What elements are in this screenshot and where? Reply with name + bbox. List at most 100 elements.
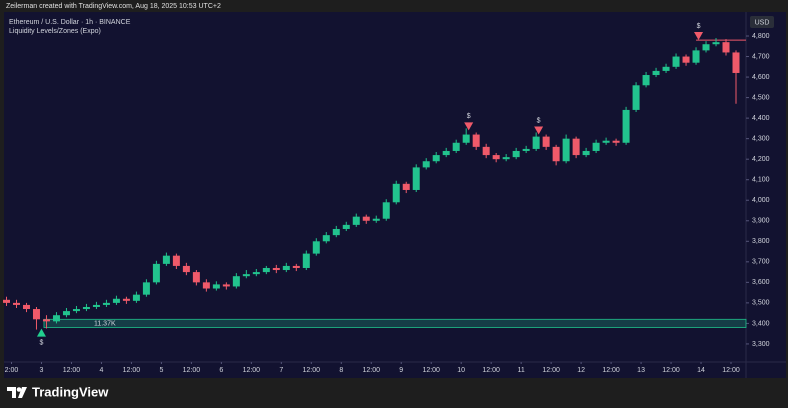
candle-body <box>92 304 100 307</box>
candle-body <box>602 140 610 143</box>
y-tick-label: 3,700 <box>752 259 770 266</box>
y-tick-label: 4,000 <box>752 197 770 204</box>
candle-body <box>642 75 650 86</box>
indicator-name: Liquidity Levels/Zones (Expo) <box>9 28 101 35</box>
x-tick-label: 12:00 <box>662 367 680 374</box>
candle-body <box>582 150 590 156</box>
y-tick-label: 4,700 <box>752 53 770 60</box>
candle-body <box>102 302 110 305</box>
candle-body <box>232 276 240 287</box>
x-tick-label: 5 <box>159 367 163 374</box>
candle-body <box>412 167 420 190</box>
y-tick-label: 4,200 <box>752 156 770 163</box>
candle-body <box>52 315 60 322</box>
candle-body <box>252 272 260 275</box>
candle-body <box>222 284 230 287</box>
x-tick-label: 13 <box>637 367 645 374</box>
candle-body <box>62 311 70 316</box>
y-tick-label: 4,400 <box>752 115 770 122</box>
candle-body <box>732 52 740 73</box>
candle-body <box>202 282 210 289</box>
y-tick-label: 4,600 <box>752 74 770 81</box>
signal-marker <box>36 328 46 337</box>
logo <box>7 387 27 398</box>
candle-body <box>402 183 410 190</box>
candle-body <box>12 302 20 305</box>
x-tick-label: 12:00 <box>243 367 261 374</box>
candle-body <box>652 70 660 76</box>
candle-body <box>122 298 130 301</box>
candle-body <box>132 294 140 301</box>
candle-body <box>342 224 350 229</box>
y-tick-label: 3,300 <box>752 341 770 348</box>
candle-body <box>262 267 270 273</box>
candle-body <box>662 66 670 71</box>
liquidity-zone <box>43 318 747 328</box>
signal-label: $ <box>537 117 541 124</box>
signal-label: $ <box>467 113 471 120</box>
x-tick-label: 12 <box>577 367 585 374</box>
candle-body <box>152 263 160 283</box>
candle-body <box>282 265 290 271</box>
signal-label: $ <box>40 339 44 346</box>
candle-body <box>592 142 600 151</box>
candle-body <box>712 42 720 45</box>
x-tick-label: 12:00 <box>722 367 740 374</box>
y-tick-label: 3,500 <box>752 300 770 307</box>
zone-label: 11.37K <box>94 320 116 327</box>
y-tick-label: 3,800 <box>752 238 770 245</box>
candle-body <box>332 228 340 236</box>
signal-marker <box>694 32 704 41</box>
candle-body <box>212 284 220 289</box>
candle-body <box>552 146 560 162</box>
candle-body <box>432 155 440 162</box>
candle-body <box>722 42 730 53</box>
x-tick-label: 12:00 <box>422 367 440 374</box>
candle-body <box>42 319 50 322</box>
candle-body <box>3 299 10 303</box>
candle-body <box>522 148 530 151</box>
y-tick-label: 4,500 <box>752 94 770 101</box>
signal-marker <box>534 126 544 135</box>
x-tick-label: 11 <box>518 367 525 374</box>
x-tick-label: 4 <box>99 367 103 374</box>
x-tick-label: 2:00 <box>5 367 19 374</box>
candle-body <box>482 146 490 156</box>
candle-body <box>542 136 550 147</box>
candle-body <box>622 109 630 143</box>
currency: USD <box>755 19 770 26</box>
candle-body <box>422 161 430 168</box>
x-tick-label: 12:00 <box>362 367 380 374</box>
candle-body <box>442 150 450 156</box>
candle-body <box>362 216 370 221</box>
x-tick-label: 12:00 <box>303 367 321 374</box>
x-tick-label: 12:00 <box>602 367 620 374</box>
candle-body <box>532 136 540 149</box>
candle-body <box>172 255 180 266</box>
candle-body <box>702 44 710 51</box>
candle-body <box>462 134 470 143</box>
candle-body <box>112 298 120 303</box>
candle-body <box>512 150 520 158</box>
y-tick-label: 3,900 <box>752 218 770 225</box>
credit: Zeilerman created with TradingView.com, … <box>6 3 221 10</box>
candle-body <box>242 274 250 277</box>
signal-marker <box>464 122 474 131</box>
candle-body <box>32 309 40 320</box>
candle-body <box>372 218 380 221</box>
candle-body <box>472 134 480 147</box>
brand: TradingView <box>32 384 109 399</box>
candle-body <box>272 267 280 271</box>
candle-body <box>192 272 200 283</box>
currency-badge[interactable] <box>750 16 774 28</box>
signal-label: $ <box>697 23 701 30</box>
x-tick-label: 10 <box>457 367 465 374</box>
x-tick-label: 14 <box>697 367 705 374</box>
candle-body <box>302 253 310 268</box>
x-tick-label: 12:00 <box>482 367 500 374</box>
candle-body <box>612 140 620 143</box>
candle-body <box>22 304 30 310</box>
candle-body <box>352 216 360 225</box>
x-tick-label: 8 <box>339 367 343 374</box>
